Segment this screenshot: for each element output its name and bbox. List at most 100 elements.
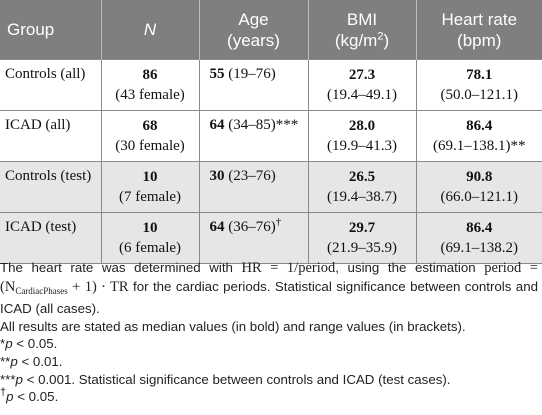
n-value: 86 (142, 67, 158, 83)
table-row: ICAD (test) 10 (6 female) 64 (36–76)† 29.… (0, 212, 542, 264)
n-value: 10 (142, 220, 158, 236)
header-bmi-unit-close: ) (383, 30, 390, 50)
age-significance: † (275, 216, 282, 228)
header-bmi-unit: (kg/m (334, 30, 378, 50)
n-detail: (43 female) (115, 87, 185, 103)
hr-median: 86.4 (466, 118, 493, 134)
age-median: 30 (209, 168, 225, 184)
cell-heart-rate: 90.8 (66.0–121.1) (415, 161, 542, 213)
footnote-text: < 0.05. (12, 336, 58, 352)
hr-median: 78.1 (466, 67, 493, 83)
cell-age: 30 (23–76) (198, 161, 308, 213)
cell-heart-rate: 86.4 (69.1–138.1)** (415, 110, 542, 162)
hr-median: 90.8 (466, 169, 493, 185)
footnote-p001: **p < 0.01. (0, 353, 538, 371)
header-bmi: BMI (kg/m2) (307, 0, 416, 60)
age-range: (19–76) (228, 66, 276, 82)
table-row: Controls (test) 10 (7 female) 30 (23–76) … (0, 161, 542, 213)
footnote-p: p (6, 389, 14, 405)
bmi-range: (19.4–38.7) (327, 189, 397, 205)
period-formula-subscript: CardiacPhases (15, 285, 68, 296)
footnote-mark: ** (0, 353, 11, 369)
cell-bmi: 27.3 (19.4–49.1) (307, 59, 416, 111)
age-median: 64 (209, 117, 225, 133)
footnote-p: p (15, 371, 23, 387)
footnote-p005: *p < 0.05. (0, 335, 538, 353)
period-formula: period = (NCardiacPhases + 1) · TR (0, 260, 538, 296)
footnote-text: The heart rate was determined with (0, 260, 242, 275)
cell-n: 10 (6 female) (100, 212, 199, 264)
age-range: (34–85) (228, 117, 276, 133)
cell-bmi: 26.5 (19.4–38.7) (307, 161, 416, 213)
bmi-median: 26.5 (348, 169, 376, 185)
cell-age: 55 (19–76) (198, 59, 308, 111)
n-value: 68 (142, 118, 158, 134)
period-formula-end: + 1) · TR (67, 278, 129, 295)
footnote-dagger: †p < 0.05. (0, 386, 538, 406)
header-bmi-label: BMI (346, 9, 378, 29)
hr-range: (66.0–121.1) (440, 189, 519, 205)
footnote-p: p (5, 336, 13, 352)
header-age-label: Age (238, 9, 269, 29)
table-row: ICAD (all) 68 (30 female) 64 (34–85)*** 2… (0, 110, 542, 162)
cell-group: Controls (all) (0, 59, 101, 111)
footnote-p0001: ***p < 0.001. Statistical significance b… (0, 371, 538, 389)
bmi-median: 27.3 (348, 67, 376, 83)
age-median: 55 (209, 66, 225, 82)
period-formula-start: period = (N (0, 260, 538, 295)
bmi-median: 28.0 (348, 118, 376, 134)
cell-heart-rate: 78.1 (50.0–121.1) (415, 59, 542, 111)
cell-age: 64 (34–85)*** (198, 110, 308, 162)
header-age: Age (years) (198, 0, 308, 60)
table-header-row: Group N Age (years) BMI (kg/m2) Heart ra… (0, 0, 542, 60)
cell-heart-rate: 86.4 (69.1–138.2) (415, 212, 542, 264)
cell-group: Controls (test) (0, 161, 101, 213)
footnote-text: < 0.001. Statistical significance betwee… (22, 371, 451, 387)
header-bmi-unit-exponent: 2 (377, 29, 384, 42)
header-heart-rate-unit: (bpm) (457, 30, 502, 50)
cell-group: ICAD (all) (0, 110, 101, 162)
footnote-heart-rate-method: The heart rate was determined with HR = … (0, 259, 538, 318)
footnote-mark: * (0, 336, 6, 352)
hr-formula: HR = 1/period (241, 260, 336, 276)
hr-range: (50.0–121.1) (440, 87, 519, 103)
bmi-range: (19.4–49.1) (327, 87, 397, 103)
header-age-unit: (years) (227, 30, 280, 50)
hr-significance: ** (510, 138, 526, 154)
header-n: N (100, 0, 199, 60)
header-heart-rate: Heart rate (bpm) (415, 0, 542, 60)
footnote-text: < 0.01. (17, 353, 63, 369)
cell-n: 68 (30 female) (100, 110, 199, 162)
cell-group: ICAD (test) (0, 212, 101, 264)
bmi-range: (19.9–41.3) (327, 138, 397, 154)
bmi-range: (21.9–35.9) (327, 240, 397, 256)
age-range: (36–76) (228, 219, 276, 235)
bmi-median: 29.7 (348, 220, 376, 236)
footnote-text: < 0.05. (13, 389, 59, 405)
n-detail: (30 female) (115, 138, 185, 154)
demographics-table: Group N Age (years) BMI (kg/m2) Heart ra… (0, 0, 542, 264)
age-range: (23–76) (228, 168, 276, 184)
cell-age: 64 (36–76)† (198, 212, 308, 264)
cell-n: 86 (43 female) (100, 59, 199, 111)
hr-median: 86.4 (466, 220, 493, 236)
table-row: Controls (all) 86 (43 female) 55 (19–76) … (0, 59, 542, 111)
age-median: 64 (209, 219, 225, 235)
footnote-median-note: All results are stated as median values … (0, 318, 466, 334)
footnote-text: , using the estimation (335, 260, 476, 275)
n-value: 10 (142, 169, 158, 185)
table-footnotes: The heart rate was determined with HR = … (0, 259, 538, 406)
header-heart-rate-label: Heart rate (441, 9, 518, 29)
footnote-mark: *** (0, 371, 16, 387)
age-significance: *** (275, 117, 299, 133)
cell-n: 10 (7 female) (100, 161, 199, 213)
header-group: Group (0, 0, 101, 60)
footnote-text: for the cardiac periods. Statistical sig… (0, 278, 538, 317)
cell-bmi: 29.7 (21.9–35.9) (307, 212, 416, 264)
n-detail: (7 female) (118, 189, 182, 205)
hr-range: (69.1–138.2) (440, 240, 519, 256)
footnote-mark: † (0, 386, 7, 399)
n-detail: (6 female) (118, 240, 182, 256)
hr-range: (69.1–138.1) (433, 138, 511, 154)
cell-bmi: 28.0 (19.9–41.3) (307, 110, 416, 162)
